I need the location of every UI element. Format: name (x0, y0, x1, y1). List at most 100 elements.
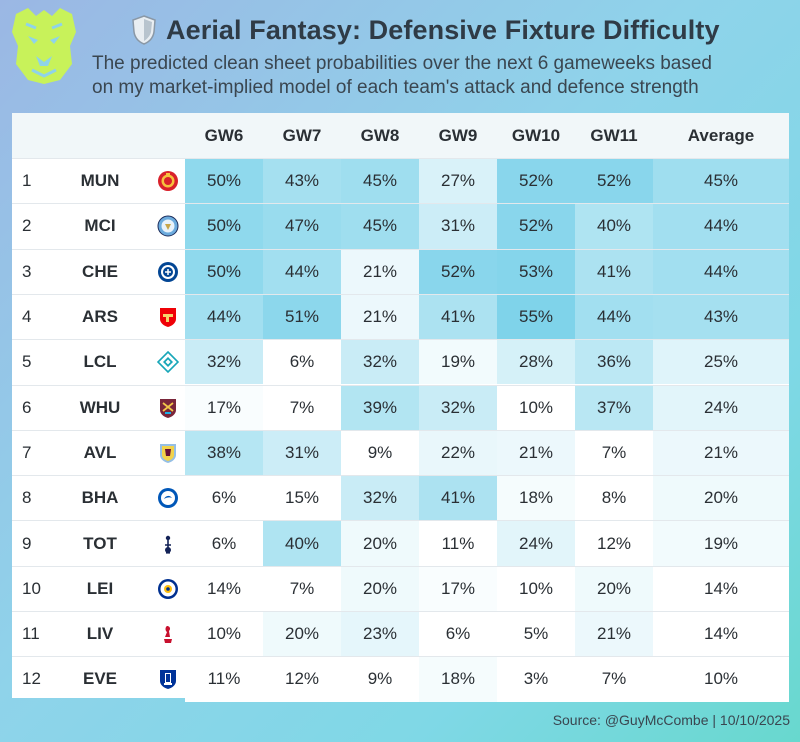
gw8-value-cell: 20% (341, 521, 419, 566)
gw9-value-cell: 6% (419, 612, 497, 657)
average-value-cell: 19% (653, 521, 789, 566)
row-divider (12, 611, 789, 612)
row-divider (12, 248, 789, 250)
average-value-cell: 14% (653, 612, 789, 657)
gw6-value-cell: 14% (185, 566, 263, 611)
average-value-cell: 44% (653, 204, 789, 249)
gw6-value-cell: 17% (185, 385, 263, 430)
header-gw10: GW10 (511, 125, 561, 145)
leicester-crest-icon (150, 567, 185, 611)
rank-cell: 6 (22, 397, 32, 417)
man-utd-crest-icon (150, 159, 185, 203)
table-row: 4 ARS 44% 51% 21% 41% 55% 44% 43% (12, 294, 789, 340)
rank-cell: 9 (22, 533, 32, 553)
gw6-value-cell: 38% (185, 430, 263, 476)
gw9-value-cell: 19% (419, 340, 497, 385)
table-header-row: GW6 GW7 GW8 GW9 GW10 GW11 Average (12, 113, 789, 158)
chelsea-crest-icon (150, 250, 185, 294)
team-cell: LEI (86, 578, 114, 598)
gw6-value-cell: 50% (185, 204, 263, 249)
table-row: 1 MUN 50% 43% 45% 27% 52% 52% 45% (12, 159, 789, 204)
row-divider (12, 565, 789, 567)
lion-head-logo (6, 6, 82, 86)
team-cell: TOT (83, 533, 117, 553)
team-cell: EVE (82, 669, 118, 689)
rank-cell: 12 (22, 669, 41, 689)
row-divider (12, 339, 789, 341)
row-divider (12, 475, 789, 477)
gw9-value-cell: 27% (419, 159, 497, 204)
team-cell: MCI (84, 216, 116, 236)
gw10-value-cell: 18% (497, 476, 575, 521)
gw8-value-cell: 9% (341, 430, 419, 476)
average-value-cell: 14% (653, 566, 789, 611)
gw9-value-cell: 22% (419, 430, 497, 476)
header-gw11: GW11 (590, 125, 638, 145)
gw10-value-cell: 24% (497, 521, 575, 566)
gw7-value-cell: 20% (263, 612, 341, 657)
team-cell: CHE (82, 261, 118, 281)
row-divider (12, 293, 789, 295)
gw11-value-cell: 40% (575, 204, 653, 249)
liverpool-crest-icon (150, 612, 185, 656)
gw6-value-cell: 44% (185, 294, 263, 340)
header-rank (12, 113, 50, 158)
average-value-cell: 44% (653, 249, 789, 294)
table-row: 9 TOT 6% 40% 20% 11% 24% 12% 19% (12, 521, 789, 566)
gw9-value-cell: 41% (419, 476, 497, 521)
gw7-value-cell: 44% (263, 249, 341, 294)
gw11-value-cell: 20% (575, 566, 653, 611)
rank-cell: 5 (22, 352, 32, 372)
average-value-cell: 21% (653, 430, 789, 476)
gw10-value-cell: 10% (497, 566, 575, 611)
gw11-value-cell: 52% (575, 159, 653, 204)
header-badge (150, 113, 185, 158)
rank-cell: 10 (22, 578, 41, 598)
gw10-value-cell: 5% (497, 612, 575, 657)
table-row: 6 WHU 17% 7% 39% 32% 10% 37% 24% (12, 385, 789, 430)
gw8-value-cell: 32% (341, 476, 419, 521)
gw11-value-cell: 7% (575, 430, 653, 476)
gw11-value-cell: 7% (575, 657, 653, 702)
gw9-value-cell: 31% (419, 204, 497, 249)
gw10-value-cell: 3% (497, 657, 575, 702)
shield-icon (132, 15, 156, 45)
header-gw7: GW7 (282, 125, 322, 145)
table-row: 3 CHE 50% 44% 21% 52% 53% 41% 44% (12, 249, 789, 294)
gw9-value-cell: 32% (419, 385, 497, 430)
table-row: 12 EVE 11% 12% 9% 18% 3% 7% 10% (12, 657, 789, 702)
gw7-value-cell: 51% (263, 294, 341, 340)
gw11-value-cell: 44% (575, 294, 653, 340)
gw11-value-cell: 12% (575, 521, 653, 566)
title-text: Aerial Fantasy: Defensive Fixture Diffic… (166, 14, 720, 45)
gw8-value-cell: 39% (341, 385, 419, 430)
gw7-value-cell: 6% (263, 340, 341, 385)
gw8-value-cell: 21% (341, 249, 419, 294)
west-ham-crest-icon (150, 386, 185, 430)
subtitle-line-1: The predicted clean sheet probabilities … (92, 53, 712, 74)
rank-cell: 3 (22, 261, 32, 281)
rank-cell: 1 (22, 171, 32, 191)
brighton-crest-icon (150, 476, 185, 520)
table-row: 8 BHA 6% 15% 32% 41% 18% 8% 20% (12, 476, 789, 521)
gw11-value-cell: 8% (575, 476, 653, 521)
team-cell: BHA (81, 488, 119, 508)
gw7-value-cell: 15% (263, 476, 341, 521)
gw6-value-cell: 50% (185, 159, 263, 204)
gw8-value-cell: 21% (341, 294, 419, 340)
gw7-value-cell: 43% (263, 159, 341, 204)
gw11-value-cell: 37% (575, 385, 653, 430)
source-credit: Source: @GuyMcCombe | 10/10/2025 (552, 712, 790, 728)
header-gw9: GW9 (438, 125, 478, 145)
row-divider (12, 520, 789, 522)
gw8-value-cell: 45% (341, 204, 419, 249)
gw7-value-cell: 47% (263, 204, 341, 249)
gw10-value-cell: 53% (497, 249, 575, 294)
rank-cell: 8 (22, 488, 32, 508)
rank-cell: 2 (22, 216, 32, 236)
gw10-value-cell: 55% (497, 294, 575, 340)
average-value-cell: 10% (653, 657, 789, 702)
table-row: 10 LEI 14% 7% 20% 17% 10% 20% 14% (12, 566, 789, 611)
subtitle-line-2: on my market-implied model of each team'… (92, 77, 699, 98)
gw6-value-cell: 10% (185, 612, 263, 657)
